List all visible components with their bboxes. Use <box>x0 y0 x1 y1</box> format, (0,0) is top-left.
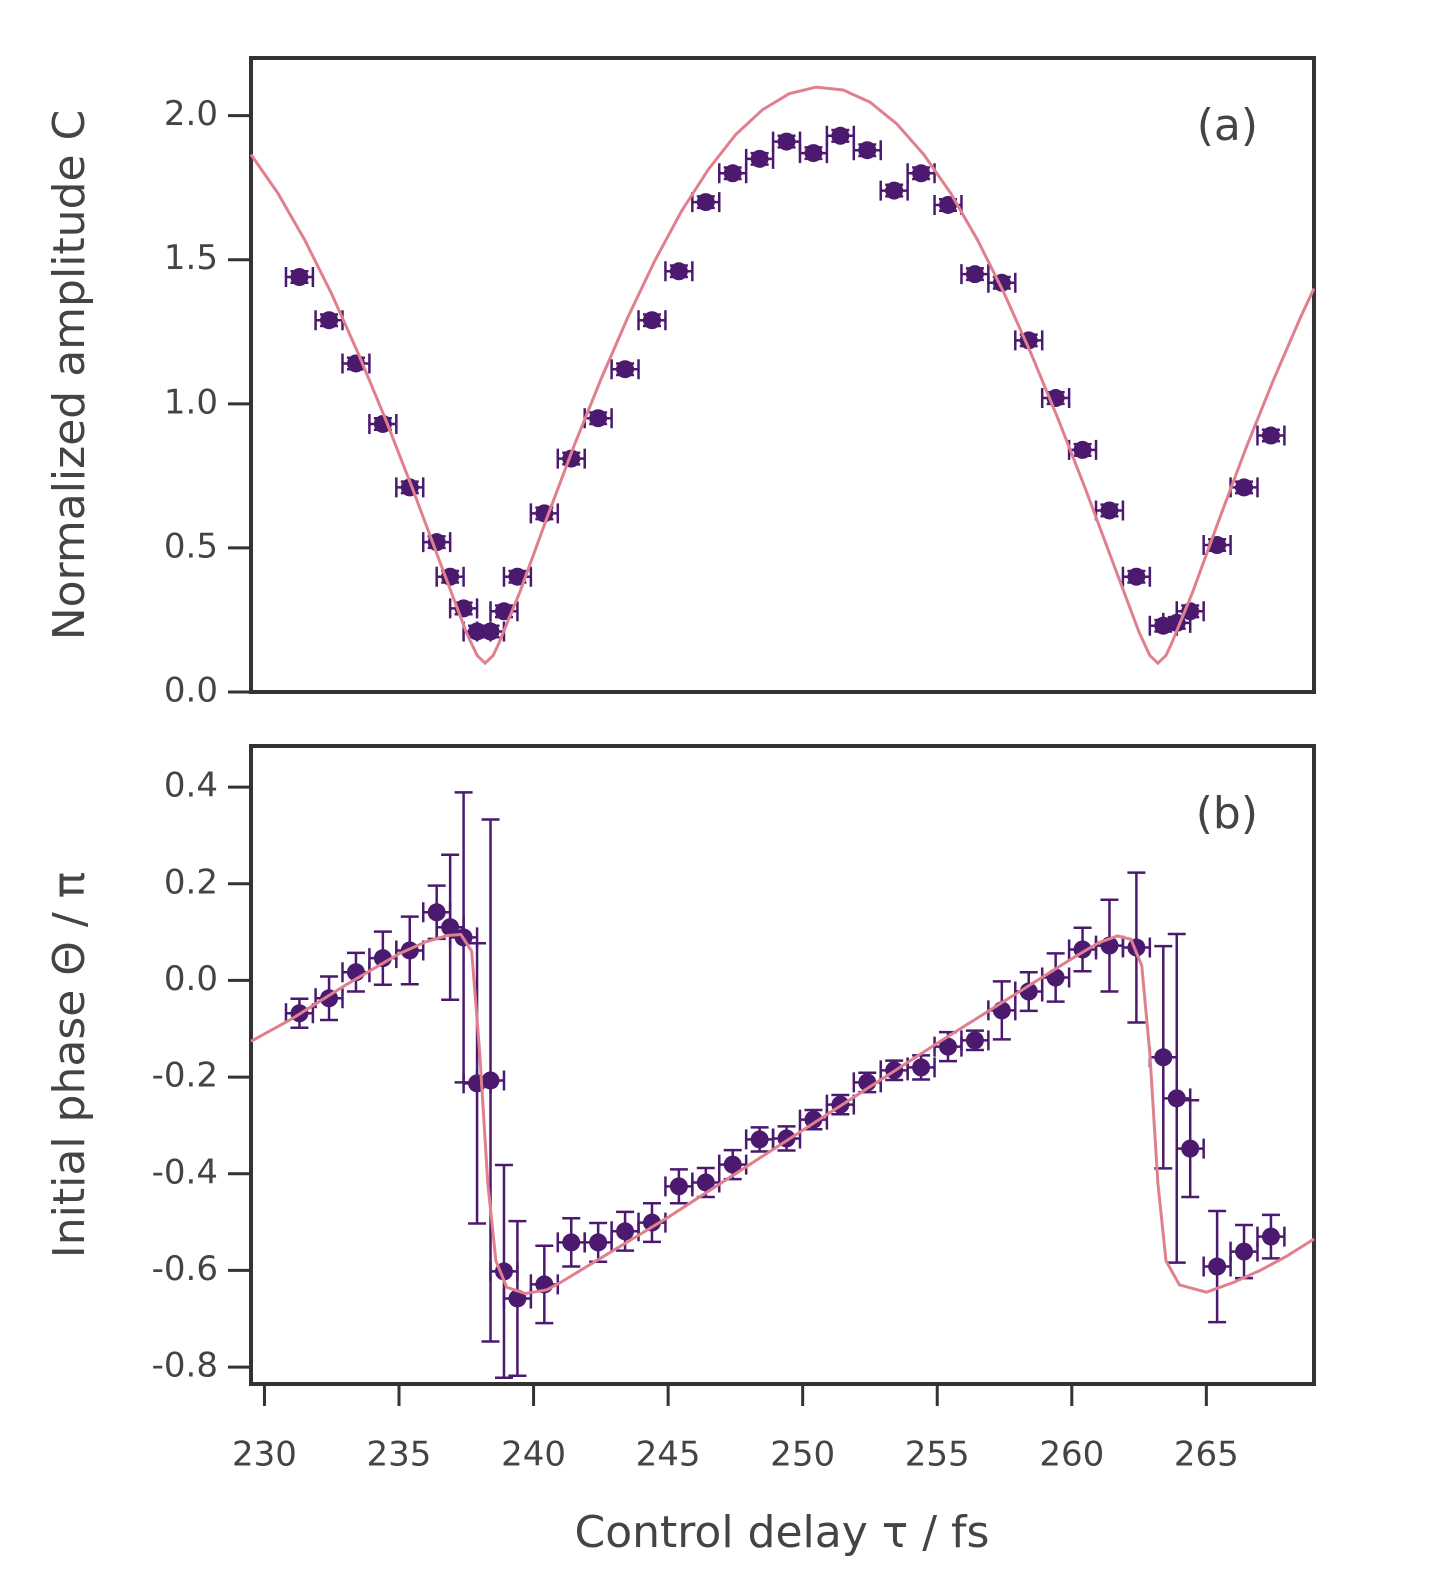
x-tick-label: 265 <box>1174 1435 1239 1475</box>
data-point <box>939 1037 958 1056</box>
data-point <box>1235 1242 1254 1261</box>
data-point <box>750 1130 769 1149</box>
data-point <box>1261 1227 1280 1246</box>
data-point <box>427 903 446 922</box>
y-tick-label: -0.4 <box>152 1152 218 1192</box>
data-point <box>441 918 460 937</box>
data-point <box>494 602 513 621</box>
y-tick-label: 0.4 <box>164 766 218 806</box>
y-tick-label: 0.5 <box>164 526 218 566</box>
data-point <box>885 181 904 200</box>
plot-frame <box>249 744 1316 1386</box>
data-point <box>1100 501 1119 520</box>
data-point <box>696 193 715 212</box>
data-point <box>912 1058 931 1077</box>
data-point <box>481 622 500 641</box>
data-point <box>723 164 742 183</box>
data-point <box>804 144 823 163</box>
data-point <box>804 1110 823 1129</box>
panel-label: (a) <box>1197 100 1258 151</box>
data-point <box>562 1233 581 1252</box>
data-point <box>373 949 392 968</box>
data-point <box>1235 478 1254 497</box>
data-point <box>1167 1089 1186 1108</box>
plot-frame <box>249 56 1316 694</box>
y-tick-label: 1.5 <box>164 238 218 278</box>
fit-curve <box>250 932 1315 1296</box>
y-axis-label: Initial phase Θ / π <box>44 872 95 1258</box>
data-point <box>642 1213 661 1232</box>
data-point <box>939 195 958 214</box>
y-tick-label: -0.6 <box>152 1249 218 1289</box>
data-point <box>912 164 931 183</box>
data-point <box>1261 426 1280 445</box>
x-tick-label: 230 <box>232 1435 297 1475</box>
data-point <box>669 1177 688 1196</box>
data-point <box>831 126 850 145</box>
data-point <box>696 1173 715 1192</box>
x-tick-label: 255 <box>905 1435 970 1475</box>
data-point <box>1127 567 1146 586</box>
data-point <box>1181 1139 1200 1158</box>
x-tick-label: 235 <box>367 1435 432 1475</box>
data-point <box>965 1031 984 1050</box>
fit-curve <box>249 85 1316 666</box>
data-point <box>616 360 635 379</box>
y-tick-label: 0.2 <box>164 862 218 902</box>
data-point <box>508 567 527 586</box>
data-point <box>1154 1048 1173 1067</box>
x-tick-label: 245 <box>636 1435 701 1475</box>
y-tick-label: -0.8 <box>152 1346 218 1386</box>
data-point <box>642 311 661 330</box>
data-point <box>589 1233 608 1252</box>
x-axis-label: Control delay τ / fs <box>575 1507 990 1558</box>
y-tick-label: 2.0 <box>164 94 218 134</box>
x-tick-label: 260 <box>1039 1435 1104 1475</box>
data-point <box>1073 440 1092 459</box>
data-point <box>1208 1257 1227 1276</box>
x-tick-label: 250 <box>770 1435 835 1475</box>
data-point <box>723 1155 742 1174</box>
data-point <box>858 141 877 160</box>
y-tick-label: 0.0 <box>164 671 218 711</box>
data-point <box>589 409 608 428</box>
y-tick-label: -0.2 <box>152 1056 218 1096</box>
x-tick-label: 240 <box>501 1435 566 1475</box>
panel-label: (b) <box>1196 788 1258 839</box>
data-point <box>750 149 769 168</box>
data-point <box>481 1071 500 1090</box>
y-tick-label: 1.0 <box>164 382 218 422</box>
data-point <box>373 414 392 433</box>
y-axis-label: Normalized amplitude C <box>44 110 95 641</box>
data-point <box>965 265 984 284</box>
y-tick-label: 0.0 <box>164 959 218 999</box>
data-point <box>777 132 796 151</box>
data-point <box>616 1222 635 1241</box>
data-point <box>320 311 339 330</box>
data-point <box>290 268 309 287</box>
data-point <box>669 262 688 281</box>
